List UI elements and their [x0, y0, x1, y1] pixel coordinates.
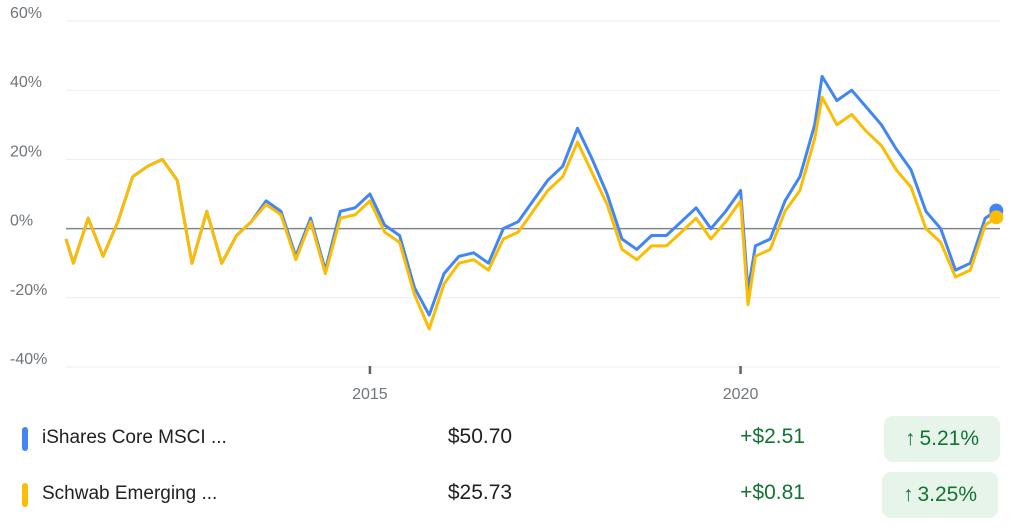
- series-lines: [64, 74, 1004, 331]
- y-tick-label: -40%: [10, 351, 47, 368]
- percent-change-badge: ↑ 3.25%: [882, 472, 998, 518]
- percent-change-value: 3.25%: [917, 483, 978, 506]
- fund-name: Schwab Emerging ...: [42, 483, 218, 504]
- performance-chart: 60% 40% 20% 0% -20% -40% 2015 2020: [10, 5, 1004, 403]
- series-color-marker: [22, 427, 28, 451]
- y-tick-label: 40%: [10, 74, 42, 91]
- fund-name: iShares Core MSCI ...: [42, 427, 227, 448]
- x-tick-label: 2020: [723, 386, 759, 403]
- percent-change-value: 5.21%: [919, 427, 980, 450]
- fund-change: +$2.51: [740, 425, 805, 448]
- fund-change: +$0.81: [740, 481, 805, 504]
- gridlines: [66, 20, 1000, 374]
- y-tick-label: -20%: [10, 282, 47, 299]
- y-tick-label: 20%: [10, 143, 42, 160]
- legend-row-ishares[interactable]: iShares Core MSCI ... $50.70 +$2.51 ↑ 5.2…: [0, 415, 1024, 462]
- x-axis-labels: 2015 2020: [352, 386, 758, 403]
- series-line-1: [64, 95, 998, 331]
- y-tick-label: 0%: [10, 213, 33, 230]
- fund-price: $25.73: [447, 481, 513, 504]
- arrow-up-icon: ↑: [902, 483, 914, 506]
- arrow-up-icon: ↑: [904, 427, 916, 450]
- legend-row-schwab[interactable]: Schwab Emerging ... $25.73 +$0.81 ↑ 3.25%: [0, 471, 1024, 518]
- fund-price: $50.70: [447, 425, 513, 448]
- series-color-marker: [22, 483, 28, 507]
- series-end-dot-1: [989, 210, 1004, 225]
- x-tick-label: 2015: [352, 386, 388, 403]
- series-line-0: [64, 74, 998, 317]
- percent-change-badge: ↑ 5.21%: [884, 416, 1000, 462]
- y-axis-labels: 60% 40% 20% 0% -20% -40%: [10, 5, 47, 368]
- y-tick-label: 60%: [10, 5, 42, 22]
